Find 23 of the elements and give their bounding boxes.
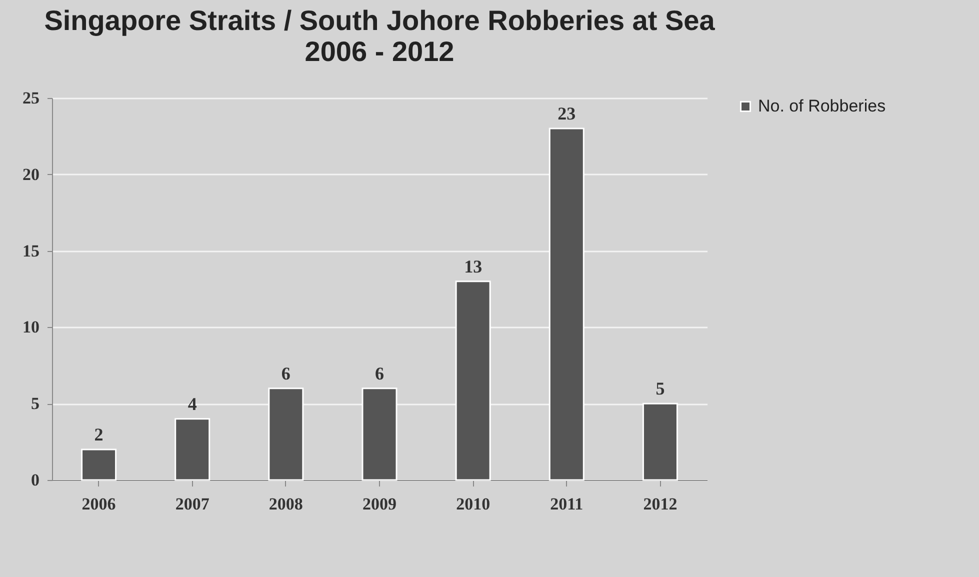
- legend-label: No. of Robberies: [758, 96, 886, 116]
- data-label: 2: [94, 424, 104, 444]
- data-label: 23: [558, 104, 576, 124]
- chart-title: Singapore Straits / South Johore Robberies at Sea: [44, 5, 716, 36]
- x-tick-label: 2010: [456, 494, 490, 514]
- x-tick-label: 2011: [550, 494, 584, 514]
- x-tick-label: 2009: [362, 494, 396, 514]
- y-tick-label: 25: [22, 88, 40, 108]
- data-label: 13: [464, 256, 482, 276]
- y-tick-label: 0: [31, 470, 40, 490]
- data-label: 5: [656, 378, 665, 399]
- x-tick-label: 2008: [268, 494, 303, 514]
- data-label: 4: [188, 394, 197, 414]
- data-label: 6: [375, 363, 384, 384]
- chart-subtitle: 2006 - 2012: [304, 36, 454, 67]
- data-label: 6: [281, 363, 290, 384]
- x-tick-label: 2007: [175, 494, 210, 514]
- y-tick-label: 5: [31, 394, 40, 414]
- x-tick-label: 2006: [82, 494, 116, 514]
- x-tick-label: 2012: [643, 494, 678, 514]
- y-tick-label: 10: [22, 318, 40, 337]
- y-tick-label: 20: [22, 164, 40, 184]
- y-tick-label: 15: [22, 241, 40, 260]
